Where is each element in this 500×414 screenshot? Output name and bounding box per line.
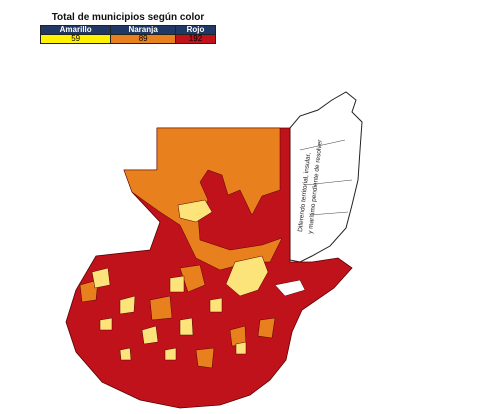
legend-title: Total de municipios según color xyxy=(51,12,205,23)
region-yellow xyxy=(91,199,269,361)
region-orange xyxy=(123,127,283,271)
belize-districts xyxy=(299,139,353,216)
guatemala-red xyxy=(65,127,353,409)
legend-count: 192 xyxy=(174,34,217,44)
legend: Total de municipios según color Amarillo… xyxy=(39,12,217,44)
legend-count: 89 xyxy=(110,34,176,44)
legend-table: Amarillo Naranja Rojo 59 89 192 xyxy=(39,25,217,44)
lake xyxy=(274,279,306,297)
legend-count: 59 xyxy=(39,34,112,44)
belize xyxy=(289,91,363,263)
